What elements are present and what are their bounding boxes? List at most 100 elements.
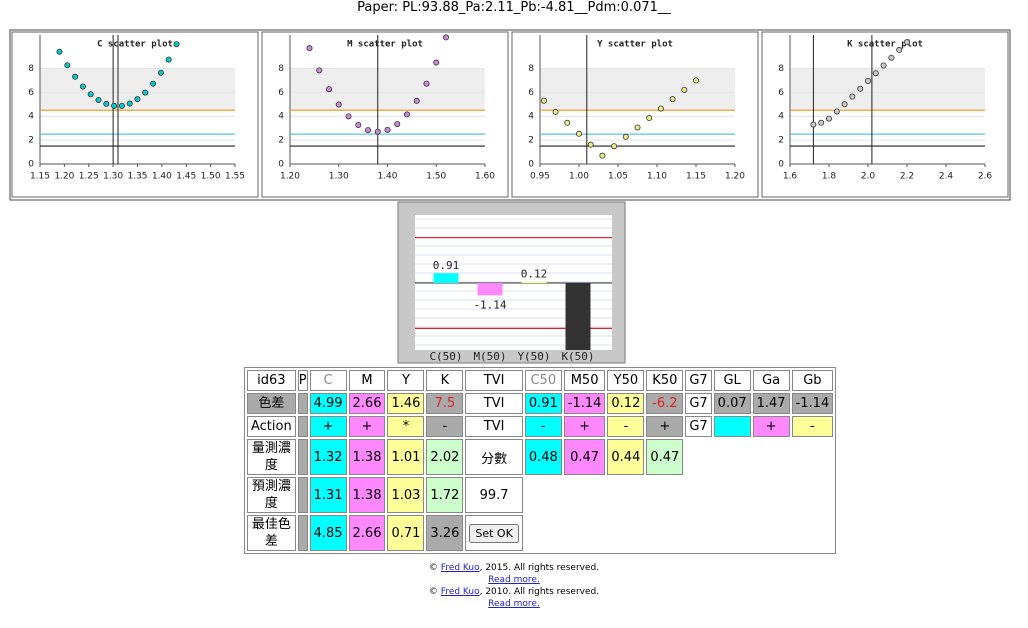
point — [56, 48, 63, 55]
x-tick-label: 1.25 — [79, 172, 99, 182]
read-more-link[interactable]: Read more. — [488, 575, 540, 585]
table-cell: 0.47 — [563, 439, 606, 475]
table-cell: 1.72 — [426, 477, 464, 513]
band — [790, 68, 985, 111]
value-label: 0.12 — [521, 268, 548, 281]
y-tick-label: 4 — [278, 112, 284, 122]
x-tick-label: 1.10 — [647, 172, 667, 182]
table-cell — [297, 393, 308, 414]
table-cell: Ga — [752, 370, 790, 391]
table-row: Action + + * - TVI - + - + G7 + - — [247, 416, 834, 437]
table-cell: K — [426, 370, 464, 391]
table-cell: + — [309, 416, 347, 437]
copyright-sign: © — [428, 587, 438, 597]
point — [865, 77, 872, 84]
point — [150, 80, 157, 87]
point — [345, 113, 352, 120]
x-tick-label: 2.4 — [939, 172, 954, 182]
point — [325, 86, 332, 93]
x-tick-label: 1.50 — [426, 172, 446, 182]
empty-space — [525, 477, 833, 513]
author-link[interactable]: Fred Kuo — [440, 587, 480, 597]
y-tick-label: 2 — [528, 136, 534, 146]
point — [841, 101, 848, 108]
panel — [261, 31, 509, 198]
point — [79, 83, 86, 90]
y-tick-label: 8 — [778, 64, 784, 74]
read-more-line: Read more. — [0, 598, 1028, 610]
y-tick-label: 6 — [778, 88, 784, 98]
point — [111, 102, 118, 109]
result-table: id63 P C M Y K TVI C50 M50 Y50 K50 G7 GL Ga Gb 色差 4.99 2.… — [244, 367, 837, 554]
x-tick-label: C(50) — [429, 350, 462, 363]
table-cell: + — [563, 416, 606, 437]
table-cell: 1.47 — [752, 393, 790, 414]
table-cell: 最佳色差 — [247, 515, 296, 551]
y-tick-label: 2 — [278, 136, 284, 146]
table-cell: Y — [387, 370, 425, 391]
table-cell: * — [387, 416, 425, 437]
x-tick-label: 1.20 — [725, 172, 745, 182]
panel — [511, 31, 759, 198]
copyright-line: © Fred Kuo, 2015. All rights reserved. — [0, 562, 1028, 574]
copyright-text: , 2010. All rights reserved. — [479, 587, 600, 597]
page-title: Paper: PL:93.88_Pa:2.11_Pb:-4.81__Pdm:0.… — [357, 0, 671, 15]
y-tick-label: 0 — [278, 160, 284, 170]
table-cell: + — [348, 416, 386, 437]
panel — [11, 31, 259, 198]
point — [681, 86, 688, 93]
x-tick-label: 1.30 — [103, 172, 123, 182]
points — [810, 39, 911, 128]
table-cell: 分數 — [465, 439, 523, 475]
point — [693, 77, 700, 84]
table-cell: 4.85 — [309, 515, 347, 551]
y-tick-label: 6 — [278, 88, 284, 98]
table-cell: 1.01 — [387, 439, 425, 475]
x-tick-label: 2.2 — [900, 172, 914, 182]
x-tick-label: 1.35 — [127, 172, 147, 182]
table-cell: M50 — [563, 370, 606, 391]
bar — [521, 281, 547, 284]
point — [173, 41, 180, 48]
point — [826, 115, 833, 122]
point — [87, 91, 94, 98]
point — [669, 96, 676, 103]
author-link[interactable]: Fred Kuo — [440, 563, 480, 573]
y-tick-label: 8 — [28, 64, 34, 74]
set-ok-button[interactable]: Set OK — [469, 523, 519, 543]
table-cell: 量測濃度 — [247, 439, 296, 475]
x-tick-label: 1.60 — [475, 172, 495, 182]
point — [634, 124, 641, 131]
table-cell: 預測濃度 — [247, 477, 296, 513]
table-cell: C — [309, 370, 347, 391]
point — [872, 70, 879, 77]
point — [403, 111, 410, 118]
point — [103, 100, 110, 107]
table-cell: + — [752, 416, 790, 437]
footer: © Fred Kuo, 2015. All rights reserved. Re… — [0, 562, 1028, 610]
table-cell: - — [607, 416, 645, 437]
x-tick-label: 1.40 — [152, 172, 172, 182]
point — [818, 119, 825, 126]
point — [95, 96, 102, 103]
point — [423, 80, 430, 87]
table-cell: 1.31 — [309, 477, 347, 513]
table-row: id63 P C M Y K TVI C50 M50 Y50 K50 G7 GL Ga Gb — [247, 370, 834, 391]
point — [335, 101, 342, 108]
point — [599, 152, 606, 159]
read-more-link[interactable]: Read more. — [488, 599, 540, 609]
y-tick-label: 2 — [28, 136, 34, 146]
x-tick-label: Y(50) — [517, 350, 550, 363]
point — [306, 45, 313, 52]
table-cell: 2.66 — [348, 393, 386, 414]
x-tick-label: 1.20 — [280, 172, 300, 182]
point — [157, 69, 164, 76]
table-cell: TVI — [465, 416, 523, 437]
table-row: 最佳色差 4.85 2.66 0.71 3.26 Set OK — [247, 515, 833, 551]
point — [442, 34, 449, 41]
table-cell: 色差 — [247, 393, 296, 414]
point — [611, 143, 618, 150]
point — [564, 119, 571, 126]
table-cell: 2.66 — [348, 515, 386, 551]
chart-title: K scatter plot — [847, 40, 923, 50]
